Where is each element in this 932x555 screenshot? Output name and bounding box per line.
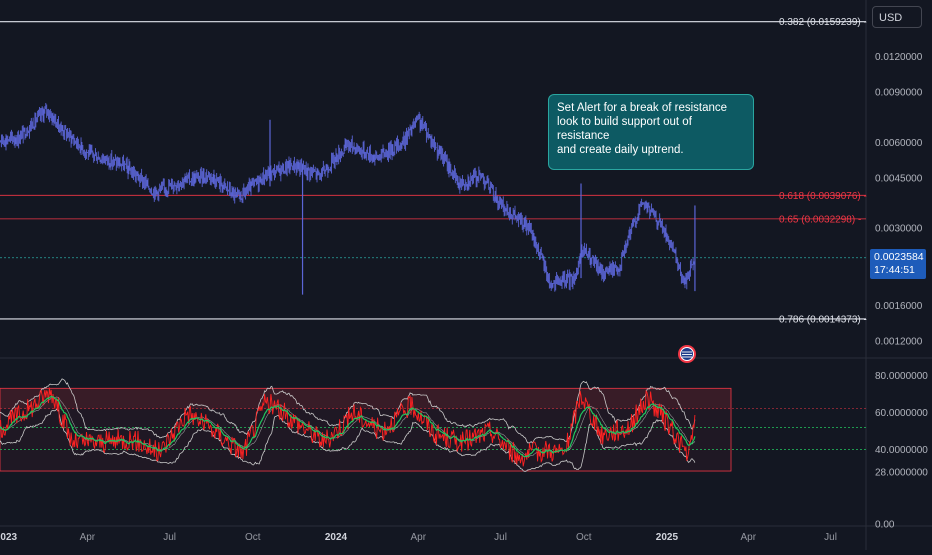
- candle-series: [0, 102, 696, 295]
- time-tick-label: Apr: [740, 532, 756, 543]
- rsi-zone-box: [0, 387, 732, 472]
- fib-level-label: 0.382 (0.0159239) -: [779, 17, 867, 28]
- price-tick-label: 0.0060000: [875, 138, 923, 149]
- time-tick-label: Oct: [576, 532, 592, 543]
- callout-line-3: and create daily uptrend.: [557, 144, 684, 156]
- fib-level-label: 0.618 (0.0039076) -: [779, 191, 867, 202]
- rsi-tick-label: 0.00: [875, 520, 895, 531]
- time-tick-label: Oct: [245, 532, 261, 543]
- last-price-countdown: 17:44:51: [874, 264, 915, 276]
- rsi-tick-label: 60.0000000: [875, 408, 928, 419]
- rsi-tick-label: 80.0000000: [875, 371, 928, 382]
- price-tick-label: 0.0090000: [875, 88, 923, 99]
- time-tick-label: Apr: [80, 532, 96, 543]
- time-tick-label: Jul: [824, 532, 837, 543]
- rsi-tick-label: 28.0000000: [875, 467, 928, 478]
- time-tick-label: Apr: [410, 532, 426, 543]
- time-tick-label: Jul: [163, 532, 176, 543]
- rsi-overbought-zone: [0, 388, 731, 409]
- us-flag-icon: [680, 347, 694, 361]
- rsi-signal-line: [0, 395, 696, 458]
- currency-selector[interactable]: USD: [872, 6, 922, 28]
- last-price-value: 0.0023584: [874, 251, 924, 263]
- price-tick-label: 0.0016000: [875, 301, 923, 312]
- rsi-line: [0, 387, 696, 467]
- price-tick-label: 0.0030000: [875, 223, 923, 234]
- annotation-callout[interactable]: Set Alert for a break of resistance look…: [548, 94, 754, 170]
- callout-line-1: Set Alert for a break of resistance: [557, 102, 728, 114]
- time-tick-label: 2023: [0, 532, 18, 543]
- time-tick-label: Jul: [494, 532, 507, 543]
- bollinger-lower-line: [0, 408, 696, 472]
- last-price-tag: 0.0023584 17:44:51: [870, 249, 926, 279]
- time-tick-label: 2024: [325, 532, 348, 543]
- price-tick-label: 0.0012000: [875, 337, 923, 348]
- time-tick-label: 2025: [656, 532, 679, 543]
- fib-level-label: 0.786 (0.0014373) -: [779, 314, 867, 325]
- fib-level-label: 0.65 (0.0032298) -: [779, 214, 861, 225]
- rsi-tick-label: 40.0000000: [875, 445, 928, 456]
- callout-line-2: look to build support out of resistance: [557, 116, 692, 142]
- price-tick-label: 0.0045000: [875, 173, 923, 184]
- price-tick-label: 0.0120000: [875, 52, 923, 63]
- currency-label: USD: [879, 12, 903, 24]
